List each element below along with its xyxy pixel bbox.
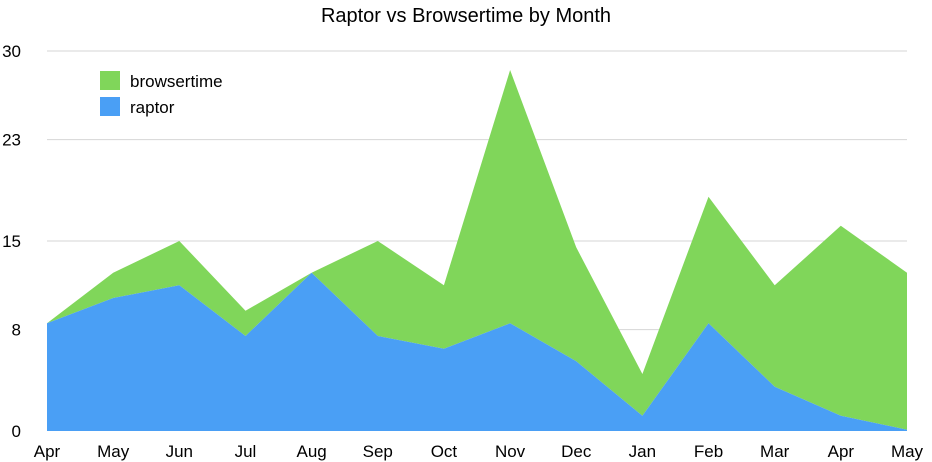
x-tick-label: Mar [760,442,790,461]
x-tick-label: Oct [431,442,458,461]
x-tick-label: Nov [495,442,526,461]
legend: browsertime raptor [100,71,223,117]
x-tick-label: May [891,442,924,461]
area-series-browsertime [47,70,907,430]
x-tick-label: Apr [34,442,61,461]
x-tick-label: Dec [561,442,592,461]
x-tick-label: Jul [235,442,257,461]
y-axis-ticks: 0 8 15 23 30 [2,42,21,441]
x-tick-label: Feb [694,442,723,461]
y-tick-label: 8 [12,321,21,340]
y-tick-label: 15 [2,232,21,251]
legend-swatch-raptor [100,97,120,116]
legend-label-browsertime: browsertime [130,72,223,91]
legend-swatch-browsertime [100,71,120,90]
y-tick-label: 30 [2,42,21,61]
x-tick-label: Jan [629,442,656,461]
legend-label-raptor: raptor [130,98,175,117]
y-tick-label: 0 [12,422,21,441]
x-tick-label: Aug [296,442,326,461]
x-tick-label: Apr [828,442,855,461]
x-axis-ticks: Apr May Jun Jul Aug Sep Oct Nov Dec Jan Feb Mar Apr M… [34,442,924,461]
area-layer [47,70,907,431]
area-series-raptor [47,272,907,431]
chart-title: Raptor vs Browsertime by Month [320,5,612,27]
x-tick-label: May [97,442,130,461]
x-tick-label: Sep [363,442,393,461]
y-tick-label: 23 [2,131,21,150]
x-tick-label: Jun [166,442,193,461]
